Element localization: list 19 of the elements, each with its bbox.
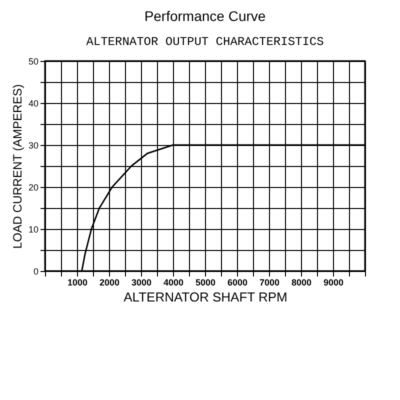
x-tick-label: 9000 bbox=[323, 278, 344, 288]
x-tick-label: 5000 bbox=[195, 278, 216, 288]
x-axis-title: ALTERNATOR SHAFT RPM bbox=[124, 290, 288, 304]
chart-subtitle: ALTERNATOR OUTPUT CHARACTERISTICS bbox=[86, 35, 324, 49]
y-tick-label: 20 bbox=[28, 182, 38, 192]
x-tick-label: 8000 bbox=[291, 278, 312, 288]
y-tick-label: 40 bbox=[28, 98, 38, 108]
chart-title: Performance Curve bbox=[144, 8, 266, 24]
x-tick-label: 3000 bbox=[131, 278, 152, 288]
y-tick-label: 50 bbox=[28, 56, 38, 66]
x-tick-label: 4000 bbox=[163, 278, 184, 288]
x-tick-label: 6000 bbox=[227, 278, 248, 288]
y-tick-label: 30 bbox=[28, 140, 38, 150]
y-tick-label: 0 bbox=[33, 266, 38, 276]
y-axis-title: LOAD CURRENT (AMPERES) bbox=[10, 84, 24, 249]
y-tick-label: 10 bbox=[28, 224, 38, 234]
x-tick-label: 2000 bbox=[99, 278, 120, 288]
x-tick-label: 1000 bbox=[67, 278, 88, 288]
x-tick-label: 7000 bbox=[259, 278, 280, 288]
